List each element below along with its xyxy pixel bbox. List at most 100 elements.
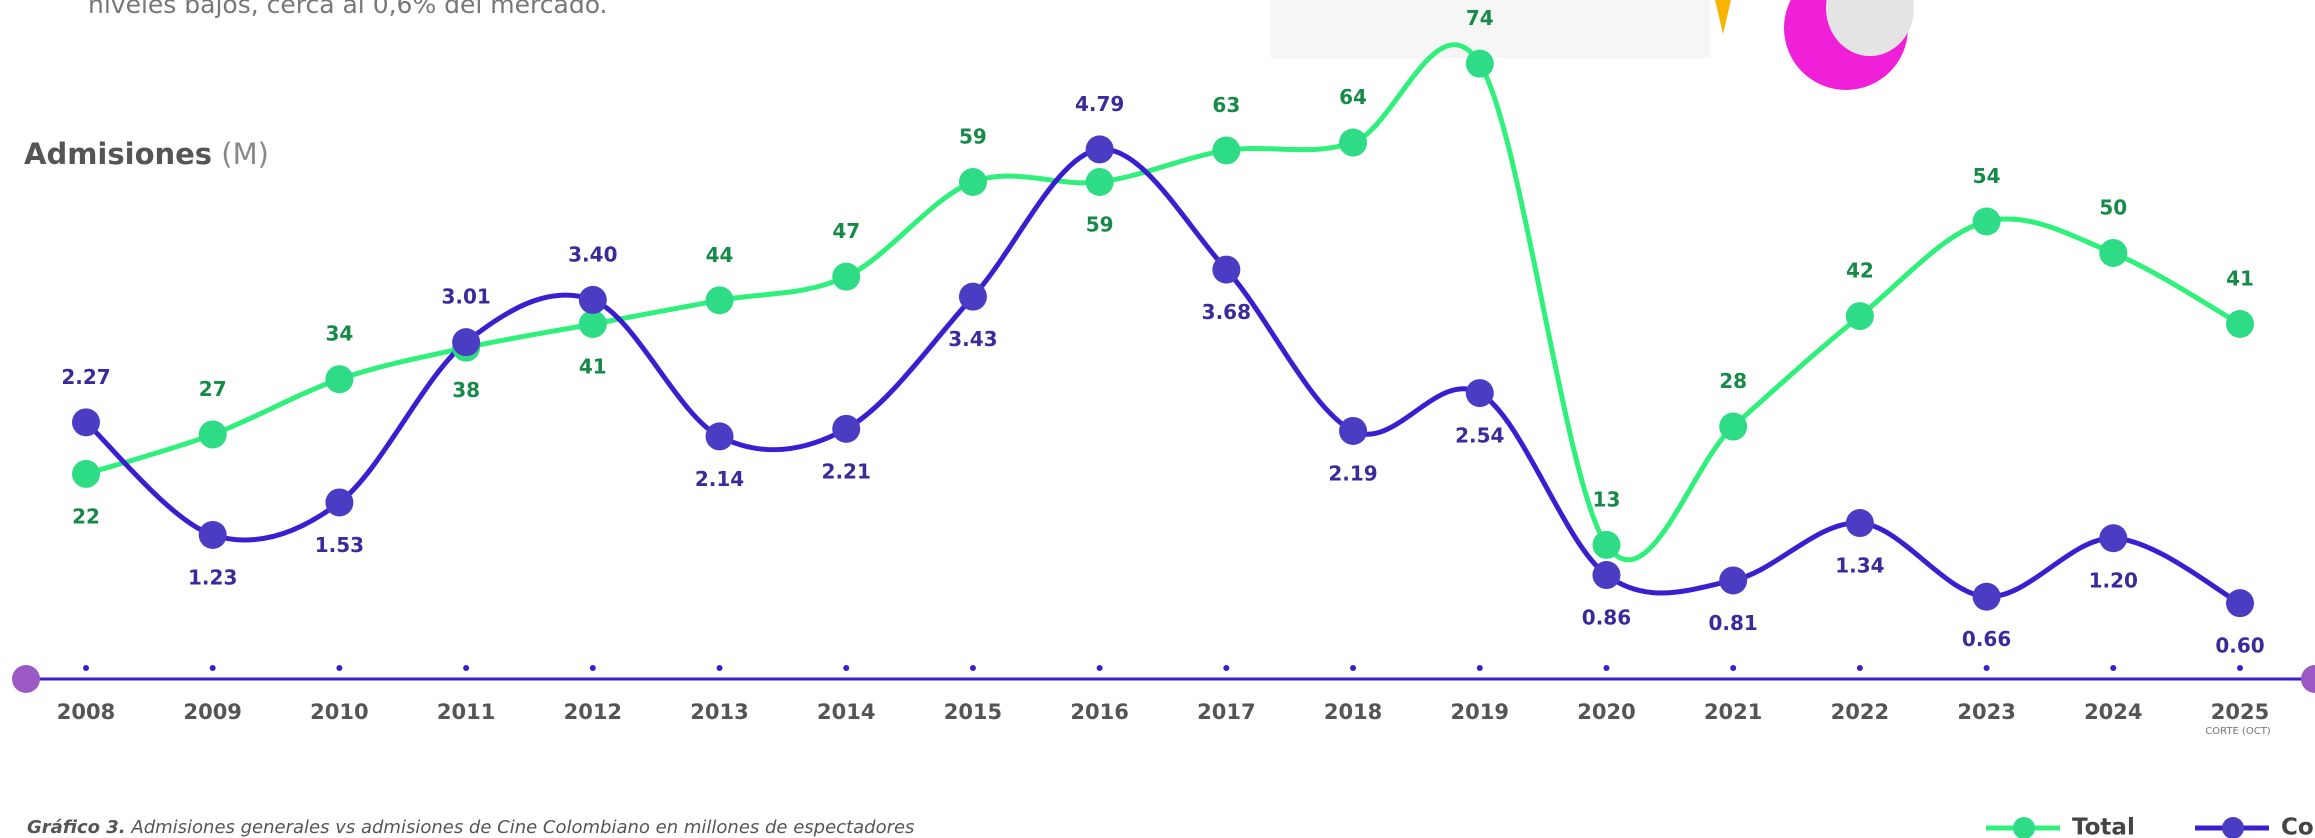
- data-label: 44: [706, 243, 734, 267]
- x-tick-dot: [1097, 665, 1103, 671]
- x-tick-dot: [2110, 665, 2116, 671]
- x-tick-label: 2021: [1704, 700, 1762, 724]
- x-tick-label: 2010: [310, 700, 368, 724]
- data-point: [1212, 136, 1240, 164]
- data-point: [1846, 302, 1874, 330]
- data-label: 0.81: [1708, 611, 1757, 635]
- series-line: [86, 149, 2240, 603]
- data-point: [1846, 509, 1874, 537]
- data-label: 4.79: [1075, 92, 1124, 116]
- data-label: 1.34: [1835, 554, 1884, 578]
- data-label: 41: [2226, 267, 2254, 291]
- legend-label: Col: [2281, 815, 2315, 838]
- x-tick-label: 2018: [1324, 700, 1382, 724]
- data-point: [2226, 310, 2254, 338]
- data-label: 59: [959, 125, 987, 149]
- data-label: 59: [1086, 213, 1114, 237]
- data-point: [1212, 256, 1240, 284]
- data-label: 42: [1846, 259, 1874, 283]
- caption-text: Admisiones generales vs admisiones de Ci…: [130, 817, 914, 838]
- data-point: [325, 365, 353, 393]
- data-point: [1339, 129, 1367, 157]
- decor-triangle: [1715, 0, 1731, 34]
- data-label: 41: [579, 355, 607, 379]
- data-label: 13: [1593, 487, 1621, 511]
- x-tick-label: 2022: [1831, 700, 1889, 724]
- data-point: [2099, 239, 2127, 267]
- x-tick-dot: [83, 665, 89, 671]
- data-label: 3.43: [948, 327, 997, 351]
- data-point: [1339, 417, 1367, 445]
- x-tick-dot: [1477, 665, 1483, 671]
- data-point: [452, 328, 480, 356]
- data-point: [72, 460, 100, 488]
- data-label: 63: [1212, 93, 1240, 117]
- data-label: 27: [199, 377, 227, 401]
- title-main: Admisiones: [24, 137, 212, 171]
- x-tick-dot: [336, 665, 342, 671]
- x-tick-dot: [1857, 665, 1863, 671]
- x-tick-dot: [843, 665, 849, 671]
- data-label: 3.01: [441, 285, 490, 309]
- x-tick-label: 2011: [437, 700, 495, 724]
- x-tick-dot: [1223, 665, 1229, 671]
- data-label: 2.19: [1328, 461, 1377, 485]
- x-tick-dot: [717, 665, 723, 671]
- data-point: [1973, 207, 2001, 235]
- data-point: [72, 408, 100, 436]
- x-tick-label: 2019: [1451, 700, 1509, 724]
- x-tick-dot: [1603, 665, 1609, 671]
- data-point: [579, 286, 607, 314]
- data-point: [959, 168, 987, 196]
- x-tick-dot: [210, 665, 216, 671]
- x-tick-label: 2020: [1577, 700, 1635, 724]
- x-tick-dot: [970, 665, 976, 671]
- x-tick-label: 2008: [57, 700, 115, 724]
- data-label: 0.60: [2215, 634, 2264, 658]
- data-point: [1466, 379, 1494, 407]
- caption-label: Gráfico 3.: [27, 817, 126, 838]
- chart: niveles bajos, cerca al 0,6% del mercado…: [0, 0, 2315, 838]
- data-label: 28: [1719, 369, 1747, 393]
- data-point: [325, 488, 353, 516]
- x-tick-dot: [1984, 665, 1990, 671]
- chart-title: Admisiones (M): [24, 137, 269, 171]
- data-label: 64: [1339, 85, 1367, 109]
- legend-marker: [2222, 817, 2244, 838]
- x-tick-label: 2023: [1957, 700, 2015, 724]
- data-point: [199, 420, 227, 448]
- data-label: 2.21: [822, 459, 871, 483]
- data-label: 34: [325, 322, 353, 346]
- data-point: [1592, 561, 1620, 589]
- data-label: 74: [1466, 6, 1494, 30]
- data-point: [2099, 524, 2127, 552]
- data-label: 1.53: [315, 533, 364, 557]
- data-label: 54: [1973, 164, 2001, 188]
- data-point: [199, 521, 227, 549]
- x-tick-dot: [2237, 665, 2243, 671]
- x-tick-label: 2009: [183, 700, 241, 724]
- data-point: [1086, 135, 1114, 163]
- data-label: 1.20: [2089, 569, 2138, 593]
- data-point: [1466, 50, 1494, 78]
- data-point: [1592, 531, 1620, 559]
- data-label: 2.14: [695, 467, 744, 491]
- data-point: [1719, 413, 1747, 441]
- data-label: 3.68: [1202, 300, 1251, 324]
- x-tick-dot: [463, 665, 469, 671]
- data-label: 3.40: [568, 242, 617, 266]
- data-label: 50: [2099, 196, 2127, 220]
- x-tick-label: 2014: [817, 700, 875, 724]
- data-point: [1086, 168, 1114, 196]
- legend-label: Total: [2072, 815, 2135, 838]
- x-tick-dot: [1730, 665, 1736, 671]
- data-point: [706, 286, 734, 314]
- data-label: 22: [72, 504, 100, 528]
- x-tick-dot: [590, 665, 596, 671]
- data-point: [1973, 583, 2001, 611]
- x-tick-label: 2017: [1197, 700, 1255, 724]
- data-label: 2.54: [1455, 424, 1504, 448]
- data-label: 1.23: [188, 565, 237, 589]
- data-point: [1719, 566, 1747, 594]
- data-label: 47: [832, 219, 860, 243]
